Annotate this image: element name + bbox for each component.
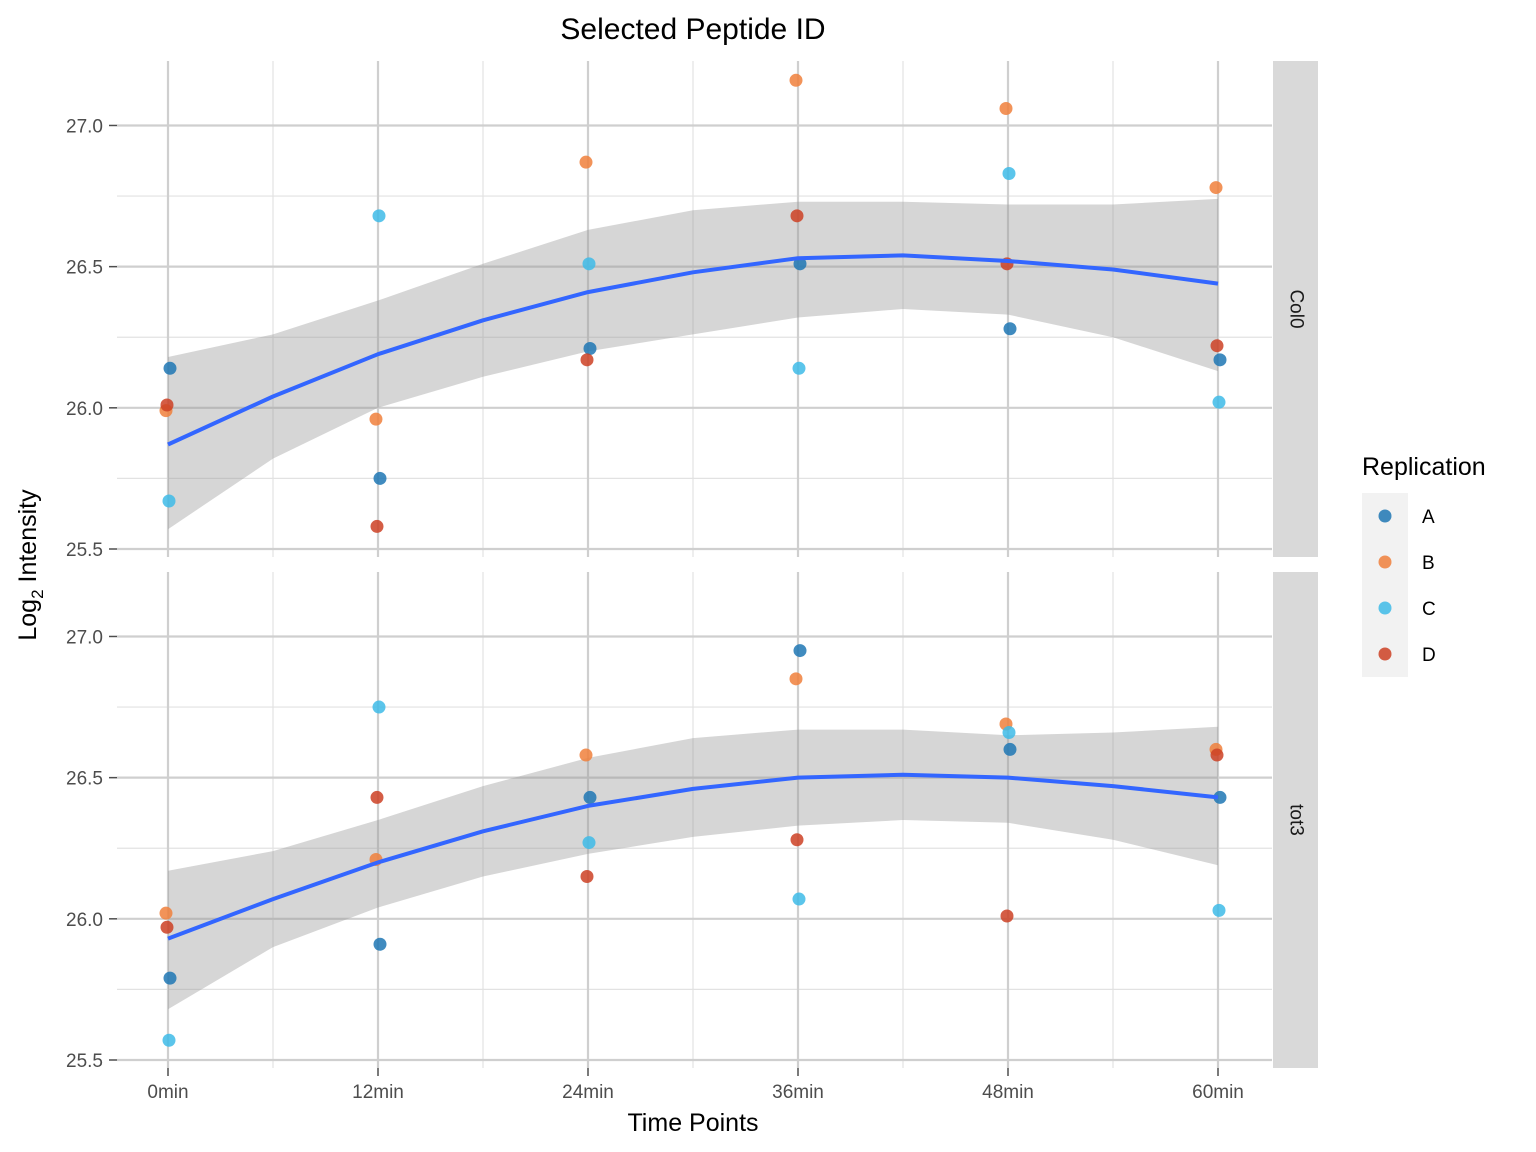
data-point-B (159, 906, 173, 920)
legend-title: Replication (1362, 453, 1486, 481)
y-tick-label: 26.5 (66, 769, 103, 790)
y-tick-label: 26.0 (66, 399, 103, 420)
confidence-ribbon (168, 726, 1218, 1010)
data-point-A (1213, 790, 1227, 804)
x-tick-label: 36min (772, 1082, 824, 1103)
data-point-D (1210, 748, 1224, 762)
legend-key-D (1378, 647, 1392, 661)
x-tick-label: 12min (352, 1082, 404, 1103)
x-axis-title: Time Points (627, 1109, 758, 1137)
y-tick-label: 25.5 (66, 1051, 103, 1072)
data-point-C (162, 1033, 176, 1047)
data-point-D (1210, 339, 1224, 353)
data-point-C (162, 494, 176, 508)
data-point-D (1000, 909, 1014, 923)
data-point-B (579, 748, 593, 762)
panel-background (117, 572, 1272, 1068)
legend-entries: A B C D (1378, 507, 1436, 666)
data-point-B (369, 412, 383, 426)
legend-entry-A: A (1378, 507, 1435, 528)
y-tick-label: 27.0 (66, 116, 103, 137)
smooth-line (167, 253, 1219, 447)
data-point-A (163, 361, 177, 375)
y-tick-label: 26.5 (66, 258, 103, 279)
y-axis-title-subscript: 2 (28, 589, 47, 598)
data-point-C (582, 257, 596, 271)
data-point-A (373, 471, 387, 485)
y-axis-title-rest: Intensity (14, 489, 42, 590)
y-tick-label: 26.0 (66, 910, 103, 931)
legend-label-C: C (1422, 599, 1436, 620)
data-point-B (789, 672, 803, 686)
data-point-D (370, 790, 384, 804)
x-tick-label: 0min (147, 1082, 188, 1103)
data-point-A (373, 937, 387, 951)
legend-key-A (1378, 509, 1392, 523)
legend-entry-B: B (1378, 553, 1435, 574)
data-point-C (792, 361, 806, 375)
x-tick-label: 24min (562, 1082, 614, 1103)
legend-label-A: A (1422, 507, 1435, 528)
data-point-D (370, 519, 384, 533)
x-tick-label: 60min (1192, 1082, 1244, 1103)
data-point-D (580, 353, 594, 367)
data-point-B (1209, 181, 1223, 195)
data-point-C (1002, 166, 1016, 180)
data-point-B (999, 102, 1013, 116)
legend-label-D: D (1422, 645, 1436, 666)
chart-title: Selected Peptide ID (560, 13, 825, 46)
data-point-A (793, 257, 807, 271)
data-point-C (372, 209, 386, 223)
data-point-C (1212, 395, 1226, 409)
data-point-D (160, 920, 174, 934)
data-point-A (1003, 322, 1017, 336)
panel-background (117, 61, 1272, 557)
data-point-C (582, 836, 596, 850)
data-point-C (792, 892, 806, 906)
facet-panel-tot3: 25.5 26.0 26.5 27.0 tot3 (66, 572, 1318, 1072)
data-point-D (790, 833, 804, 847)
facet-panels: 25.5 26.0 26.5 27.0 Col0 25.5 26.0 26.5 27.0 tot3… (66, 61, 1318, 1103)
data-point-B (789, 73, 803, 87)
y-tick-label: 25.5 (66, 540, 103, 561)
data-point-A (1003, 742, 1017, 756)
y-axis-title-main: Log (14, 599, 42, 641)
legend-entry-D: D (1378, 645, 1436, 666)
y-axis-title: Log2 Intensity (14, 489, 47, 641)
facet-strip (1273, 572, 1318, 1068)
smooth-line (167, 772, 1219, 941)
x-axis: 0min 12min 24min 36min 48min 60min (147, 1068, 1244, 1103)
legend: Replication A B C D (1362, 453, 1486, 677)
legend-label-B: B (1422, 553, 1435, 574)
x-tick-label: 48min (982, 1082, 1034, 1103)
data-point-B (579, 155, 593, 169)
data-point-D (580, 869, 594, 883)
data-point-A (583, 790, 597, 804)
facet-strip (1273, 61, 1318, 557)
y-tick-label: 27.0 (66, 627, 103, 648)
legend-key-B (1378, 555, 1392, 569)
data-point-C (1212, 903, 1226, 917)
data-point-A (163, 971, 177, 985)
facet-panel-Col0: 25.5 26.0 26.5 27.0 Col0 (66, 61, 1318, 561)
data-point-D (160, 398, 174, 412)
data-point-C (1002, 725, 1016, 739)
data-point-A (1213, 353, 1227, 367)
data-point-D (790, 209, 804, 223)
confidence-ribbon (168, 198, 1218, 530)
data-point-C (372, 700, 386, 714)
data-point-A (583, 342, 597, 356)
legend-key-C (1378, 601, 1392, 615)
facet-strip-label: Col0 (1285, 289, 1306, 328)
legend-entry-C: C (1378, 599, 1436, 620)
legend-key-background (1362, 493, 1408, 677)
data-point-A (793, 644, 807, 658)
facet-strip-label: tot3 (1285, 804, 1306, 836)
